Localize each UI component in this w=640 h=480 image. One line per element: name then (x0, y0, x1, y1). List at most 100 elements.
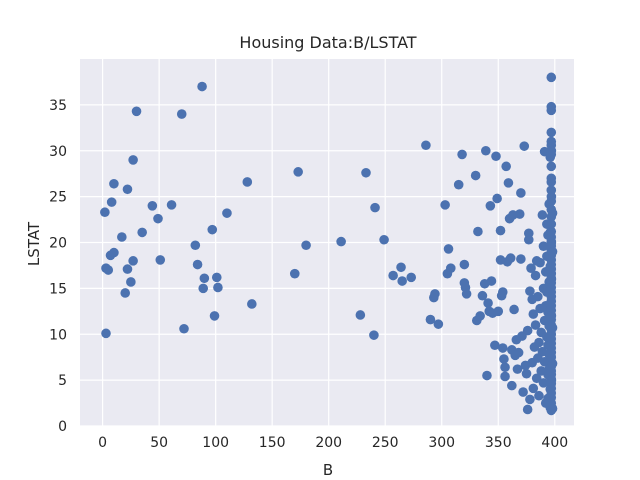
data-point (490, 340, 500, 351)
data-point (521, 368, 532, 379)
x-tick-label: 300 (428, 435, 455, 451)
data-points (100, 72, 558, 416)
y-tick-label: 35 (49, 98, 67, 114)
data-point (501, 161, 511, 172)
x-tick-label: 200 (315, 435, 342, 451)
data-point (509, 304, 519, 315)
data-point (537, 210, 548, 220)
data-point (117, 232, 127, 242)
data-point (153, 213, 163, 224)
data-point (482, 370, 492, 381)
data-point (430, 289, 440, 299)
data-point (369, 330, 379, 340)
x-tick-label: 100 (202, 435, 229, 451)
data-point (546, 226, 557, 237)
data-point (531, 373, 542, 384)
data-point (534, 337, 544, 348)
x-tick-label: 150 (259, 435, 286, 451)
data-point (535, 257, 545, 268)
data-point (293, 167, 303, 177)
data-point (525, 286, 535, 296)
data-point (497, 287, 508, 297)
data-point (547, 323, 558, 333)
data-point (514, 209, 525, 219)
data-point (547, 358, 558, 369)
data-point (546, 274, 557, 285)
data-point (397, 276, 407, 286)
data-point (546, 173, 557, 184)
data-point (546, 101, 557, 112)
data-point (547, 246, 558, 257)
data-point (421, 140, 431, 151)
data-point (538, 241, 549, 251)
data-point (519, 141, 530, 151)
data-point (199, 273, 210, 284)
data-point (103, 265, 114, 275)
data-point (109, 178, 119, 189)
y-tick-label: 10 (49, 327, 67, 343)
data-point (525, 394, 535, 405)
data-point (475, 311, 485, 321)
x-axis-label: B (323, 461, 333, 479)
data-point (533, 291, 543, 302)
data-point (505, 253, 516, 263)
data-point (512, 364, 523, 374)
data-point (242, 177, 253, 187)
data-point (546, 237, 557, 248)
data-point (198, 283, 209, 294)
data-point (483, 298, 493, 308)
y-tick-label: 5 (58, 373, 67, 389)
data-point (495, 225, 506, 236)
data-point (513, 347, 524, 358)
x-tick-label: 50 (150, 435, 168, 451)
data-point (425, 314, 436, 325)
data-point (355, 310, 366, 320)
y-axis-label: LSTAT (25, 221, 43, 266)
data-point (131, 106, 142, 117)
data-point (388, 270, 398, 281)
data-point (481, 145, 491, 156)
data-point (396, 262, 406, 273)
data-point (470, 170, 481, 181)
data-point (530, 320, 541, 330)
data-point (209, 311, 220, 321)
data-point (379, 234, 389, 245)
data-point (406, 272, 417, 283)
data-point (192, 259, 203, 270)
y-tick-label: 20 (49, 236, 67, 252)
data-point (126, 277, 136, 287)
chart-title: Housing Data:B/LSTAT (239, 33, 416, 52)
data-point (147, 201, 158, 211)
data-point (459, 259, 470, 270)
data-point (503, 178, 514, 188)
data-point (500, 371, 510, 382)
x-tick-label: 0 (98, 435, 107, 451)
data-point (155, 255, 166, 265)
data-point (518, 387, 528, 397)
data-point (361, 167, 371, 178)
data-point (122, 264, 133, 274)
data-point (457, 149, 467, 160)
x-tick-label: 350 (485, 435, 512, 451)
data-point (522, 325, 533, 336)
data-point (336, 236, 346, 247)
data-point (546, 219, 557, 229)
data-point (176, 109, 187, 119)
data-point (507, 380, 517, 391)
y-tick-label: 30 (49, 144, 67, 160)
data-point (197, 81, 207, 92)
data-point (492, 193, 502, 204)
data-point (190, 240, 201, 251)
data-point (207, 224, 218, 235)
data-point (473, 226, 483, 237)
data-point (522, 404, 533, 415)
x-tick-label: 250 (372, 435, 399, 451)
data-point (477, 290, 488, 301)
data-point (461, 289, 472, 299)
data-point (179, 323, 189, 334)
data-point (493, 306, 504, 317)
data-point (526, 263, 536, 273)
data-point (528, 383, 539, 394)
data-point (247, 299, 257, 309)
data-point (546, 311, 557, 321)
